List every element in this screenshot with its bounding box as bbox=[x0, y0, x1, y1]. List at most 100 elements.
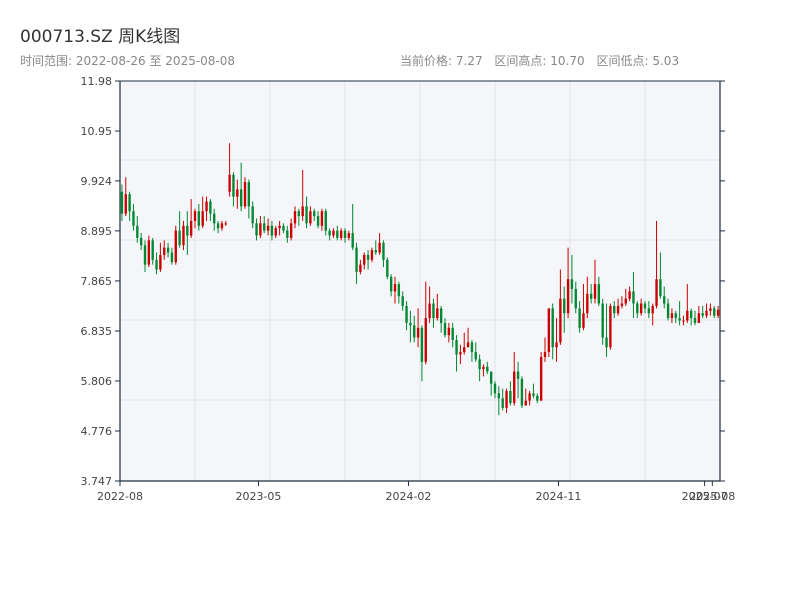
candle-body bbox=[639, 303, 643, 314]
candle-body bbox=[255, 223, 258, 236]
candle-body bbox=[605, 337, 608, 348]
candle-body bbox=[709, 308, 712, 311]
candle-body bbox=[305, 206, 308, 224]
candle-body bbox=[420, 327, 424, 362]
candle-body bbox=[382, 242, 385, 260]
candle-body bbox=[205, 201, 208, 212]
candle-body bbox=[451, 327, 454, 340]
y-tick-label: 8.895 bbox=[81, 225, 113, 238]
candle-body bbox=[578, 308, 581, 328]
candle-body bbox=[486, 366, 489, 372]
candle-body bbox=[220, 223, 224, 229]
candle-body bbox=[359, 264, 362, 272]
candle-body bbox=[501, 398, 504, 408]
candle-body bbox=[397, 284, 401, 297]
candle-body bbox=[716, 309, 720, 316]
candle-body bbox=[286, 230, 289, 238]
high-label: 区间高点: bbox=[494, 54, 547, 68]
candle-body bbox=[159, 254, 162, 270]
candle-body bbox=[539, 356, 543, 401]
candle-body bbox=[424, 318, 427, 362]
candle-body bbox=[697, 313, 701, 323]
candle-body bbox=[143, 245, 147, 265]
y-tick-label: 4.776 bbox=[81, 425, 113, 438]
candle-body bbox=[597, 284, 601, 304]
candle-body bbox=[193, 211, 197, 221]
candle-body bbox=[666, 303, 670, 319]
candle-body bbox=[278, 225, 281, 229]
candle-body bbox=[705, 310, 708, 316]
candle-body bbox=[493, 383, 497, 394]
candle-body bbox=[428, 303, 431, 319]
candle-body bbox=[520, 378, 524, 406]
candle-body bbox=[563, 298, 566, 314]
candle-body bbox=[463, 347, 466, 353]
candle-body bbox=[409, 322, 412, 326]
low-value: 5.03 bbox=[652, 54, 680, 68]
y-tick-label: 7.865 bbox=[81, 275, 113, 288]
candle-body bbox=[443, 322, 447, 336]
candle-body bbox=[243, 182, 247, 207]
candle-body bbox=[132, 211, 135, 226]
candle-body bbox=[151, 240, 154, 260]
candle-body bbox=[163, 247, 166, 255]
candle-body bbox=[632, 291, 635, 304]
candle-body bbox=[555, 342, 558, 348]
candle-body bbox=[466, 342, 470, 348]
candle-body bbox=[413, 325, 416, 338]
candle-body bbox=[393, 284, 397, 292]
candle-body bbox=[136, 225, 139, 238]
candle-body bbox=[309, 211, 312, 224]
candle-body bbox=[224, 223, 227, 225]
candle-body bbox=[320, 211, 324, 226]
candle-body bbox=[678, 318, 681, 321]
candle-body bbox=[686, 310, 689, 321]
candle-body bbox=[620, 303, 624, 306]
candle-body bbox=[270, 225, 274, 236]
candle-body bbox=[216, 223, 220, 229]
candle-body bbox=[297, 211, 301, 217]
date-range-label: 时间范围: bbox=[20, 54, 73, 68]
candle-body bbox=[528, 393, 531, 401]
date-range-separator: 至 bbox=[149, 54, 162, 68]
candle-body bbox=[182, 225, 185, 246]
candle-body bbox=[689, 310, 693, 319]
candle-body bbox=[139, 237, 143, 246]
candle-body bbox=[436, 308, 439, 319]
candle-body bbox=[432, 303, 435, 319]
candle-body bbox=[416, 327, 420, 338]
candle-body bbox=[209, 201, 212, 214]
candle-body bbox=[201, 211, 204, 226]
candle-body bbox=[239, 189, 243, 207]
candle-body bbox=[659, 279, 662, 297]
candle-body bbox=[232, 174, 235, 197]
candle-body bbox=[274, 228, 277, 236]
candle-body bbox=[355, 247, 358, 272]
candle-body bbox=[701, 313, 704, 316]
candle-body bbox=[259, 223, 262, 236]
candle-body bbox=[497, 393, 501, 399]
candle-body bbox=[593, 284, 597, 299]
y-tick-label: 6.835 bbox=[81, 325, 113, 338]
candle-body bbox=[124, 194, 127, 214]
candle-body bbox=[624, 298, 627, 304]
candle-body bbox=[386, 259, 389, 277]
x-tick-label: 2024-11 bbox=[535, 490, 581, 503]
y-tick-label: 3.747 bbox=[81, 475, 113, 488]
candle-body bbox=[470, 342, 474, 353]
candle-body bbox=[713, 308, 716, 316]
candle-body bbox=[489, 371, 493, 384]
candle-body bbox=[478, 359, 481, 370]
candle-body bbox=[586, 293, 589, 314]
y-tick-label: 10.95 bbox=[81, 125, 113, 138]
candle-body bbox=[228, 174, 231, 192]
candle-body bbox=[316, 216, 320, 226]
x-tick-label: 2023-05 bbox=[235, 490, 281, 503]
candle-body bbox=[120, 191, 124, 214]
candle-body bbox=[282, 225, 285, 231]
current-price-label: 当前价格: bbox=[400, 54, 453, 68]
candle-body bbox=[574, 288, 577, 309]
x-tick-label: 2025-07 bbox=[682, 490, 728, 503]
candle-body bbox=[616, 305, 620, 314]
